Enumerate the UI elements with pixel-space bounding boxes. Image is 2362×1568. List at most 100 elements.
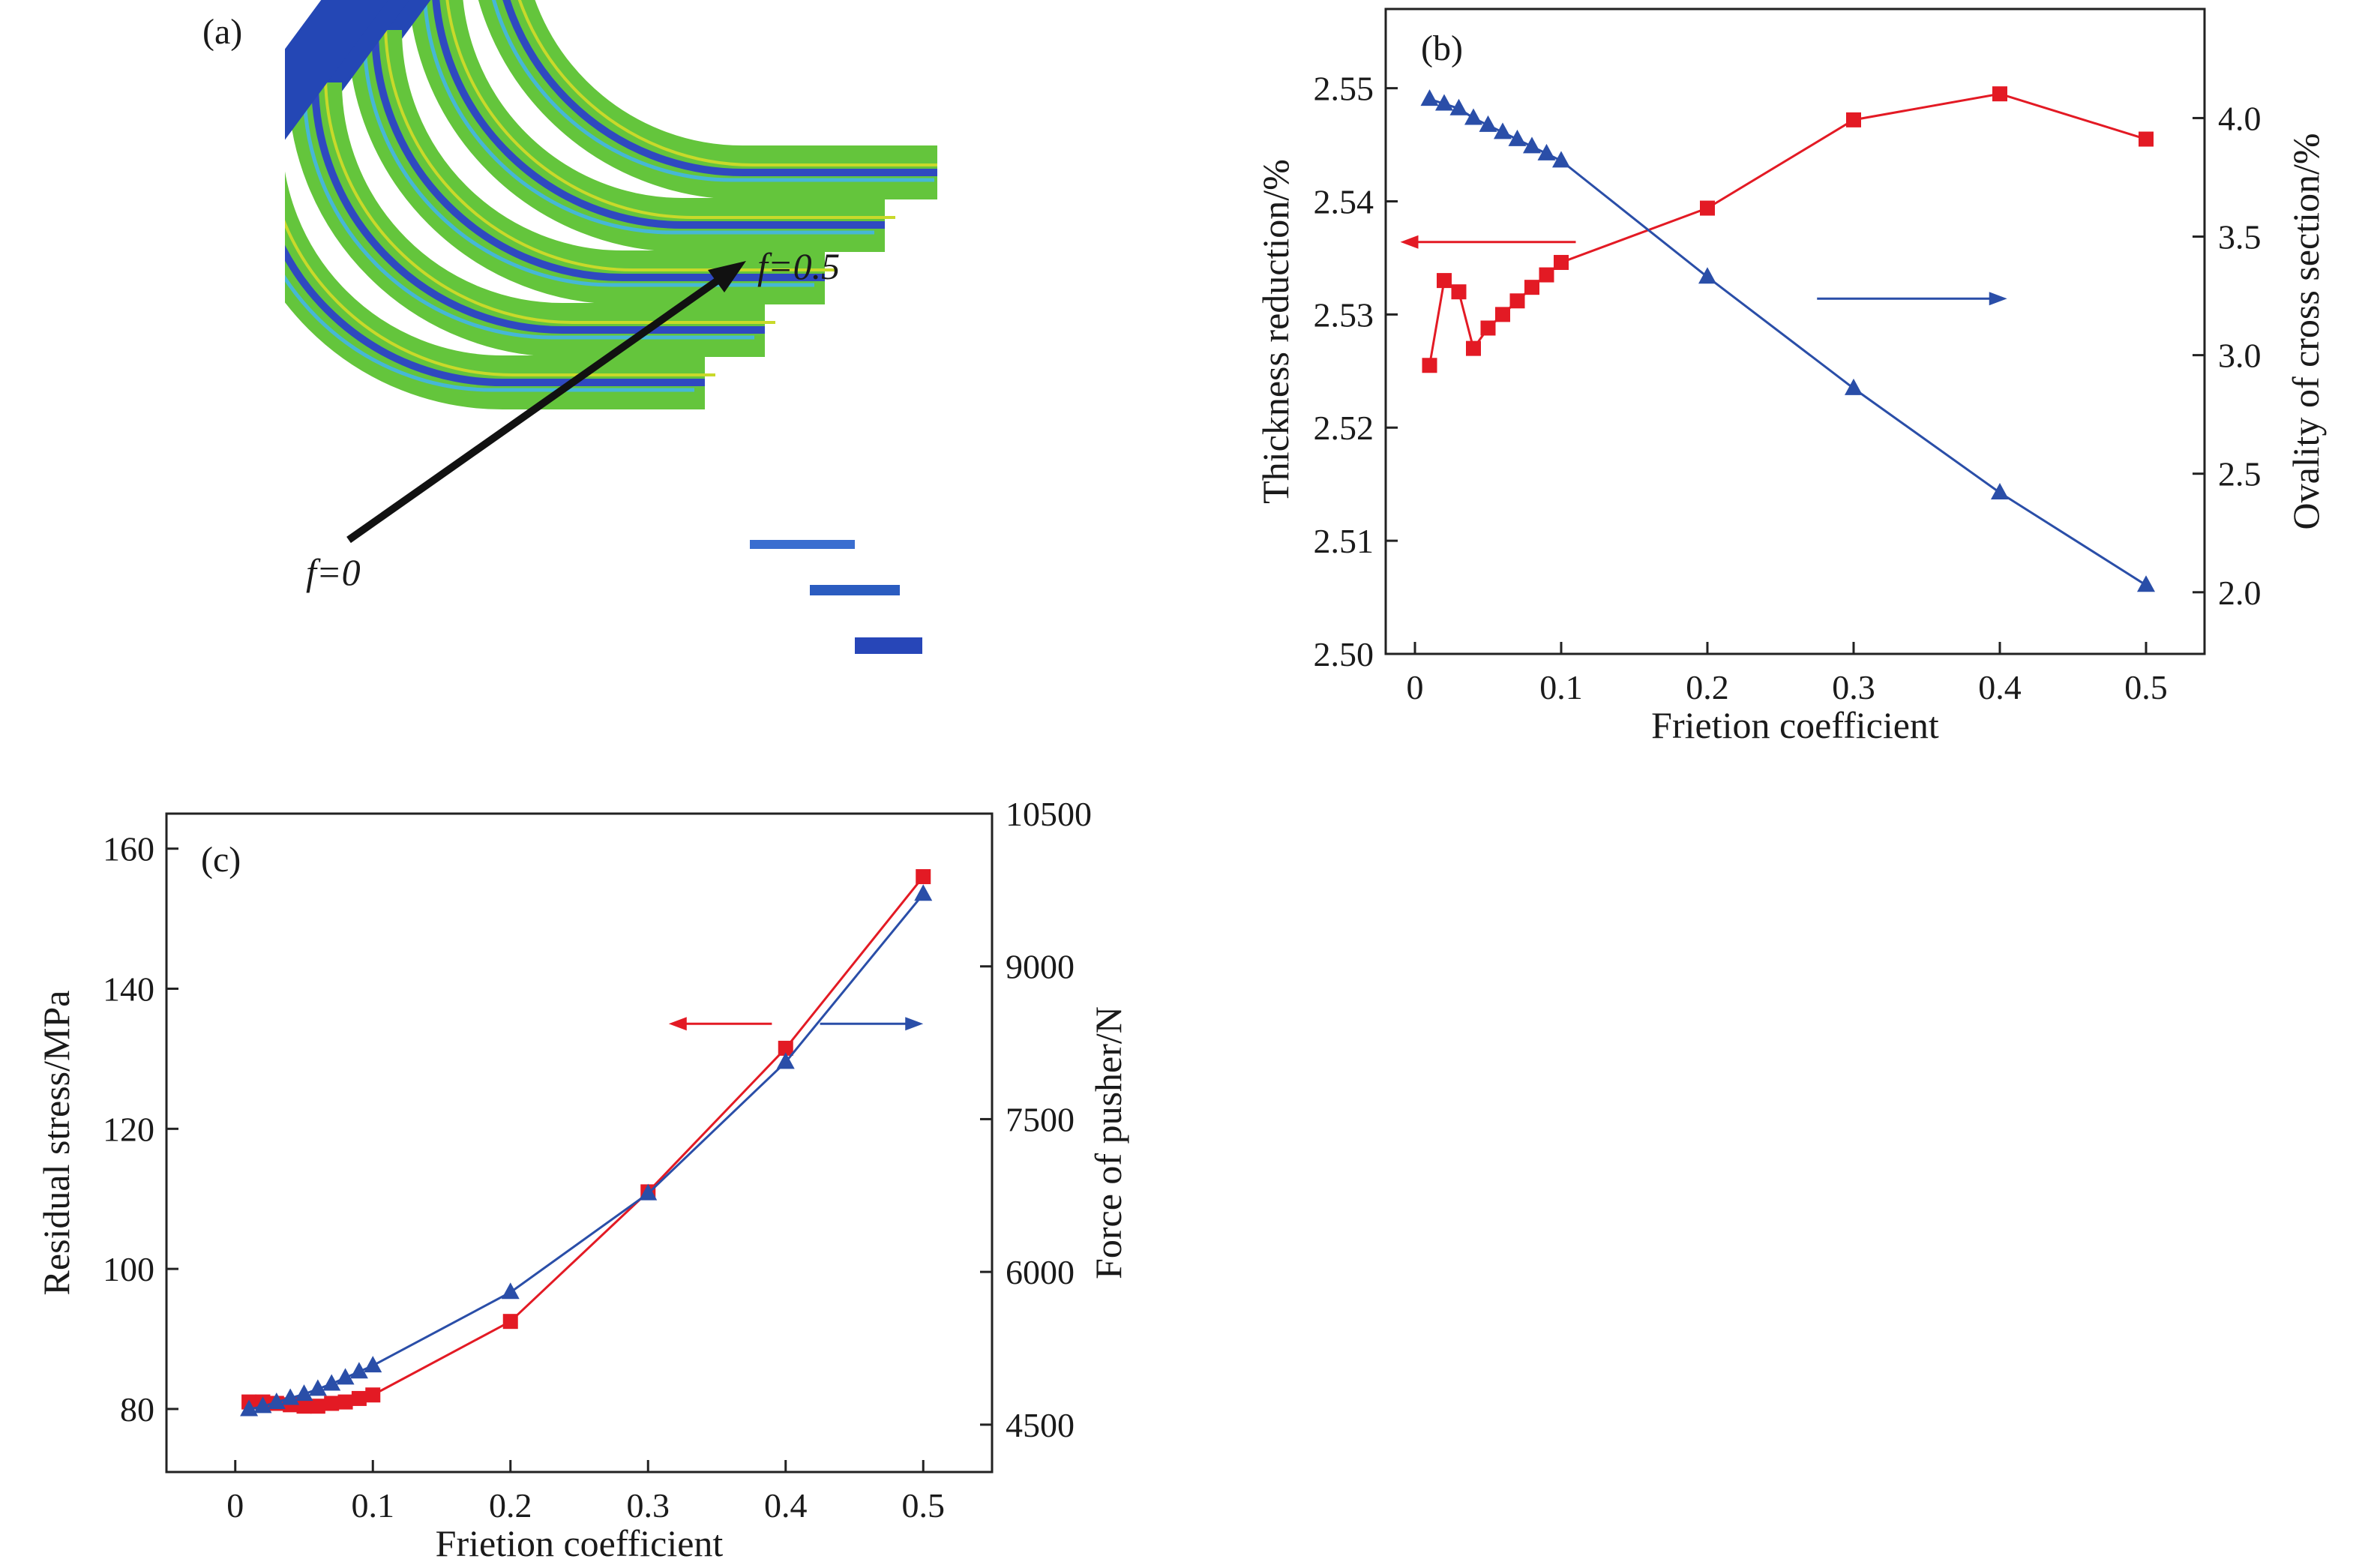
x-tick-label: 0.4 xyxy=(1978,668,2022,706)
data-point-triangle xyxy=(776,1052,795,1069)
data-point-triangle xyxy=(267,1392,286,1409)
data-point-triangle xyxy=(1698,267,1716,284)
data-point-triangle xyxy=(1479,115,1497,132)
arrow-head-right-icon xyxy=(1989,292,2007,306)
data-point-square xyxy=(1524,280,1539,295)
bent-tube-3 xyxy=(348,0,835,304)
x-tick-label: 0.2 xyxy=(489,1486,532,1525)
x-tick-label: 0.5 xyxy=(2124,668,2168,706)
bent-tube-5 xyxy=(478,0,937,199)
data-point-triangle xyxy=(1523,136,1541,154)
data-point-square xyxy=(1539,267,1554,283)
data-point-square xyxy=(916,869,931,885)
data-point-triangle xyxy=(1449,98,1468,115)
data-point-square xyxy=(1554,254,1569,270)
data-point-triangle xyxy=(295,1384,313,1402)
x-tick-label: 0.1 xyxy=(352,1486,395,1525)
data-point-square xyxy=(2139,131,2154,147)
x-tick-label: 0.3 xyxy=(627,1486,670,1525)
data-point-square xyxy=(1495,307,1510,322)
data-point-triangle xyxy=(1494,122,1512,139)
data-point-triangle xyxy=(639,1183,658,1201)
series-line-blue xyxy=(1429,97,2147,586)
y-left-axis-title: Residual stress/MPa xyxy=(35,991,77,1296)
data-point-triangle xyxy=(240,1399,259,1417)
y-right-tick-label: 6000 xyxy=(1006,1253,1075,1291)
data-point-triangle xyxy=(1464,108,1482,125)
data-point-triangle xyxy=(914,884,933,901)
y-right-tick-label: 2.0 xyxy=(2218,574,2262,612)
annot-f0: f=0 xyxy=(306,551,361,593)
y-left-tick-label: 80 xyxy=(120,1390,154,1429)
y-left-tick-label: 2.50 xyxy=(1314,635,1374,673)
y-right-tick-label: 9000 xyxy=(1006,948,1075,986)
data-point-square xyxy=(1700,200,1715,216)
x-tick-label: 0.4 xyxy=(764,1486,808,1525)
x-tick-label: 0.2 xyxy=(1686,668,1729,706)
data-point-triangle xyxy=(281,1388,300,1405)
panel-a-label: (a) xyxy=(202,12,242,52)
x-tick-label: 0 xyxy=(1407,668,1424,706)
y-left-tick-label: 160 xyxy=(103,830,154,868)
data-point-square xyxy=(324,1396,340,1411)
data-point-triangle xyxy=(253,1396,272,1414)
data-point-square xyxy=(1466,340,1481,356)
y-right-tick-label: 3.5 xyxy=(2218,218,2262,256)
x-axis-title: Frietion coefficient xyxy=(436,1522,724,1564)
data-point-square xyxy=(296,1399,312,1414)
panel-b-chart: (b) 0 0.1 0.2 0.3 0.4 0.5 2.50 2.51 2.52 2.53 2.54 2… xyxy=(1254,7,2327,746)
data-point-square xyxy=(778,1040,793,1056)
panel-c-chart: (c) 0 0.1 0.2 0.3 0.4 0.5 80 100 120 140 160 4500 600… xyxy=(35,795,1129,1564)
data-point-square xyxy=(310,1399,325,1414)
data-point-triangle xyxy=(336,1368,355,1385)
arrow-head-right-icon xyxy=(905,1017,924,1031)
data-point-square xyxy=(502,1314,518,1330)
bent-tube-group xyxy=(285,0,937,409)
y-right-axis-title: Ovality of cross section/% xyxy=(2285,133,2327,529)
data-point-triangle xyxy=(1537,143,1556,160)
series-line-red xyxy=(1428,92,2147,366)
plot-frame xyxy=(1384,7,2206,655)
data-point-square xyxy=(1480,320,1496,336)
y-left-tick-label: 2.53 xyxy=(1314,295,1374,334)
data-point-square xyxy=(1437,273,1452,289)
data-point-triangle xyxy=(1508,129,1527,146)
y-left-tick-label: 2.55 xyxy=(1314,70,1374,108)
data-point-triangle xyxy=(322,1374,341,1391)
data-point-triangle xyxy=(1435,94,1453,111)
arrow-head-left-icon xyxy=(1400,235,1419,249)
friction-increase-arrow xyxy=(346,275,722,544)
y-left-tick-label: 140 xyxy=(103,970,154,1009)
y-right-tick-label: 7500 xyxy=(1006,1100,1075,1138)
data-point-triangle xyxy=(1420,89,1439,106)
data-point-triangle xyxy=(1552,151,1570,168)
y-left-axis-title: Thickness reduction/% xyxy=(1254,159,1296,504)
x-tick-label: 0 xyxy=(226,1486,244,1525)
y-left-tick-label: 2.51 xyxy=(1314,522,1374,560)
data-point-square xyxy=(365,1387,381,1403)
panel-a-tube-bending-contours: (a) f=0 f=0.5 xyxy=(202,0,937,654)
y-right-tick-label: 2.5 xyxy=(2218,455,2262,493)
panel-label: (c) xyxy=(201,840,241,880)
arrow-head-icon xyxy=(708,261,746,292)
data-point-square xyxy=(1846,112,1861,127)
data-point-triangle xyxy=(364,1356,382,1373)
data-point-square xyxy=(1992,86,2007,102)
series-line-red xyxy=(249,876,925,1408)
data-point-square xyxy=(1509,293,1525,309)
tube-end-patches xyxy=(750,540,922,654)
arrow-head-left-icon xyxy=(668,1017,687,1031)
y-left-tick-label: 2.52 xyxy=(1314,409,1374,447)
x-axis-title: Frietion coefficient xyxy=(1651,704,1939,746)
data-point-square xyxy=(1451,284,1467,300)
x-tick-label: 0.5 xyxy=(902,1486,946,1525)
x-tick-label: 0.3 xyxy=(1832,668,1875,706)
data-point-triangle xyxy=(1845,378,1863,395)
panel-label: (b) xyxy=(1421,28,1463,68)
y-right-tick-label: 10500 xyxy=(1006,795,1092,833)
y-right-tick-label: 4.0 xyxy=(2218,99,2262,137)
x-tick-label: 0.1 xyxy=(1539,668,1583,706)
series-line-blue xyxy=(248,893,925,1411)
y-right-tick-label: 4500 xyxy=(1006,1406,1075,1444)
